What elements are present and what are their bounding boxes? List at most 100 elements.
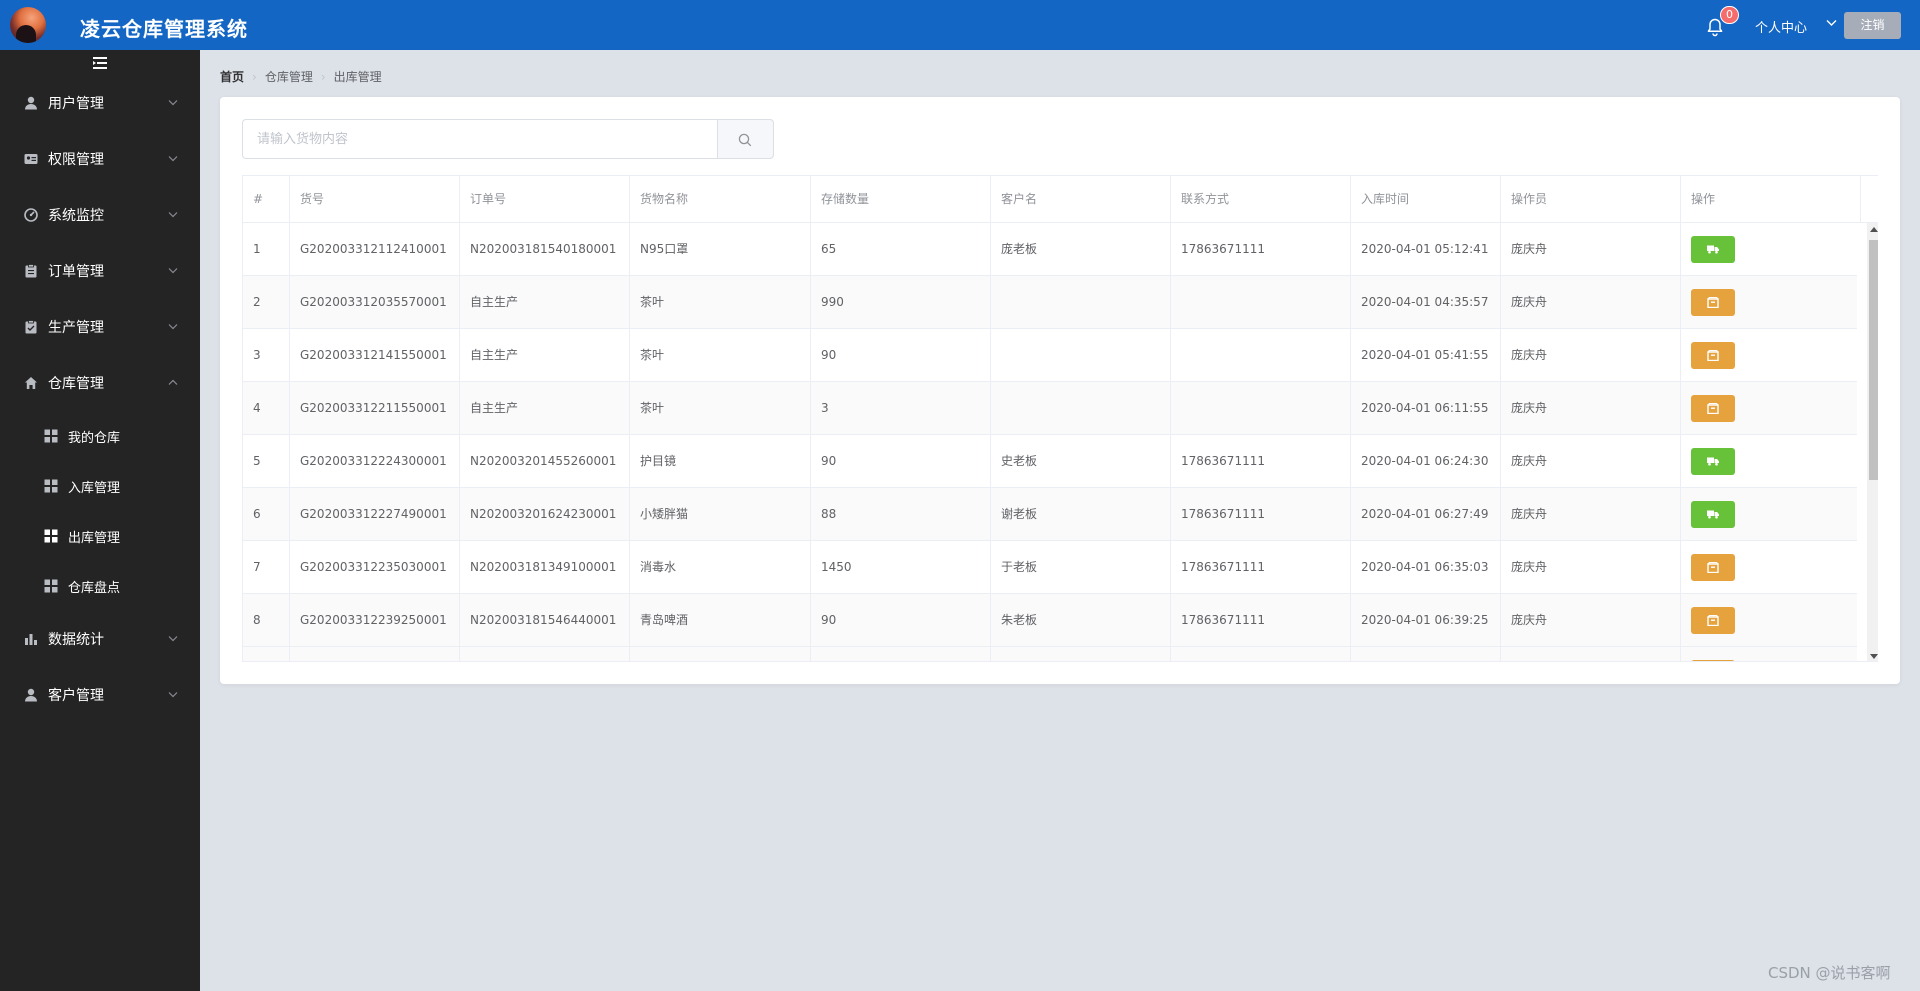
cell-index — [243, 647, 290, 661]
chevron-down-icon[interactable] — [1826, 19, 1837, 27]
ship-button[interactable] — [1691, 236, 1735, 263]
cell-goods-name: 茶叶 — [630, 329, 811, 382]
logout-button[interactable]: 注销 — [1844, 12, 1901, 39]
cell-order-no: N202003201455260001 — [460, 435, 630, 488]
outbound-button[interactable] — [1691, 289, 1735, 316]
cell-order-no: N202003181540180001 — [460, 223, 630, 276]
cell-phone — [1171, 647, 1351, 661]
cell-quantity: 990 — [811, 276, 991, 329]
grid-icon — [44, 479, 58, 493]
cell-time: 2020-04-01 04:35:57 — [1351, 276, 1501, 329]
cell-index: 5 — [243, 435, 290, 488]
search-icon — [738, 133, 752, 147]
cell-goods-name: 护目镜 — [630, 435, 811, 488]
chevron-down-icon — [168, 100, 178, 106]
chevron-down-icon — [168, 212, 178, 218]
table-row: 3 G202003312141550001 自主生产 茶叶 90 2020-04-01 0… — [243, 329, 1857, 382]
cell-index: 3 — [243, 329, 290, 382]
cell-action — [1681, 329, 1857, 382]
truck-icon — [1707, 457, 1719, 466]
cell-operator: 庞庆舟 — [1501, 276, 1681, 329]
sidebar-item-customer-management[interactable]: 客户管理 — [0, 667, 200, 723]
sidebar-item-user-management[interactable]: 用户管理 — [0, 75, 200, 131]
cell-phone: 17863671111 — [1171, 541, 1351, 594]
sidebar-item-system-monitor[interactable]: 系统监控 — [0, 187, 200, 243]
bar-chart-icon — [25, 634, 37, 645]
submenu-item-inventory-check[interactable]: 仓库盘点 — [0, 561, 200, 611]
cell-quantity: 88 — [811, 488, 991, 541]
outbound-button[interactable] — [1691, 607, 1735, 634]
table-body: 1 G202003312112410001 N202003181540180001 N… — [243, 223, 1857, 661]
chevron-down-icon — [168, 692, 178, 698]
sidebar-item-warehouse-management[interactable]: 仓库管理 — [0, 355, 200, 411]
submenu-item-label: 入库管理 — [68, 481, 121, 496]
cell-customer — [991, 647, 1171, 661]
collapse-menu-icon[interactable] — [93, 56, 107, 70]
outbound-button[interactable] — [1691, 342, 1735, 369]
column-header-goods-name: 货物名称 — [630, 176, 811, 223]
cell-phone: 17863671111 — [1171, 594, 1351, 647]
ship-button[interactable] — [1691, 448, 1735, 475]
scroll-down-arrow[interactable] — [1870, 654, 1878, 659]
cell-quantity: 65 — [811, 223, 991, 276]
chevron-down-icon — [168, 636, 178, 642]
clipboard-icon — [25, 264, 37, 278]
cell-quantity: 90 — [811, 435, 991, 488]
submenu-item-my-warehouse[interactable]: 我的仓库 — [0, 411, 200, 461]
cell-goods-no: G202003312035570001 — [290, 276, 460, 329]
cell-action — [1681, 435, 1857, 488]
outbound-button[interactable] — [1691, 395, 1735, 422]
search-button[interactable] — [717, 119, 774, 159]
sidebar-item-order-management[interactable]: 订单管理 — [0, 243, 200, 299]
sidebar-item-data-statistics[interactable]: 数据统计 — [0, 611, 200, 667]
bell-icon[interactable] — [1705, 17, 1725, 37]
sidebar-item-label: 用户管理 — [48, 96, 104, 112]
cell-goods-no: G202003312112410001 — [290, 223, 460, 276]
cell-operator: 庞庆舟 — [1501, 435, 1681, 488]
cell-index: 1 — [243, 223, 290, 276]
scroll-up-arrow[interactable] — [1870, 227, 1878, 232]
cell-goods-name: 茶叶 — [630, 276, 811, 329]
cell-phone — [1171, 329, 1351, 382]
cell-customer — [991, 329, 1171, 382]
cell-goods-name: 消毒水 — [630, 541, 811, 594]
cell-quantity: 1450 — [811, 541, 991, 594]
cell-index: 6 — [243, 488, 290, 541]
chevron-down-icon — [168, 268, 178, 274]
cell-quantity: 3 — [811, 382, 991, 435]
cell-goods-no: G202003312141550001 — [290, 329, 460, 382]
cell-goods-name: 小矮胖猫 — [630, 488, 811, 541]
breadcrumb-home[interactable]: 首页 — [220, 70, 245, 84]
box-icon — [1707, 615, 1719, 626]
sidebar-item-permission-management[interactable]: 权限管理 — [0, 131, 200, 187]
cell-index: 7 — [243, 541, 290, 594]
outbound-button[interactable] — [1691, 660, 1735, 661]
search-input[interactable] — [242, 119, 717, 159]
ship-button[interactable] — [1691, 501, 1735, 528]
cell-index: 2 — [243, 276, 290, 329]
cell-operator: 庞庆舟 — [1501, 223, 1681, 276]
outbound-table: # 货号 订单号 货物名称 存储数量 客户名 联系方式 入库时间 操作员 操作 … — [242, 175, 1878, 662]
cell-customer: 史老板 — [991, 435, 1171, 488]
cell-operator — [1501, 647, 1681, 661]
user-center-dropdown[interactable]: 个人中心 — [1755, 21, 1808, 36]
cell-quantity: 90 — [811, 329, 991, 382]
cell-phone — [1171, 276, 1351, 329]
outbound-button[interactable] — [1691, 554, 1735, 581]
submenu-item-outbound-management[interactable]: 出库管理 — [0, 511, 200, 561]
sidebar-item-label: 生产管理 — [48, 320, 104, 336]
table-row: 7 G202003312235030001 N202003181349100001 消… — [243, 541, 1857, 594]
scrollbar-thumb[interactable] — [1869, 240, 1878, 480]
cell-order-no — [460, 647, 630, 661]
cell-time: 2020-04-01 06:24:30 — [1351, 435, 1501, 488]
sidebar-item-label: 订单管理 — [48, 264, 104, 280]
user-icon — [25, 96, 37, 110]
chevron-down-icon — [168, 324, 178, 330]
submenu-item-inbound-management[interactable]: 入库管理 — [0, 461, 200, 511]
cell-goods-name: N95口罩 — [630, 223, 811, 276]
sidebar-item-production-management[interactable]: 生产管理 — [0, 299, 200, 355]
table-scrollbar[interactable] — [1867, 223, 1878, 661]
breadcrumb: 首页 › 仓库管理 › 出库管理 — [220, 68, 382, 85]
cell-order-no: 自主生产 — [460, 329, 630, 382]
table-row: 5 G202003312224300001 N202003201455260001 护… — [243, 435, 1857, 488]
